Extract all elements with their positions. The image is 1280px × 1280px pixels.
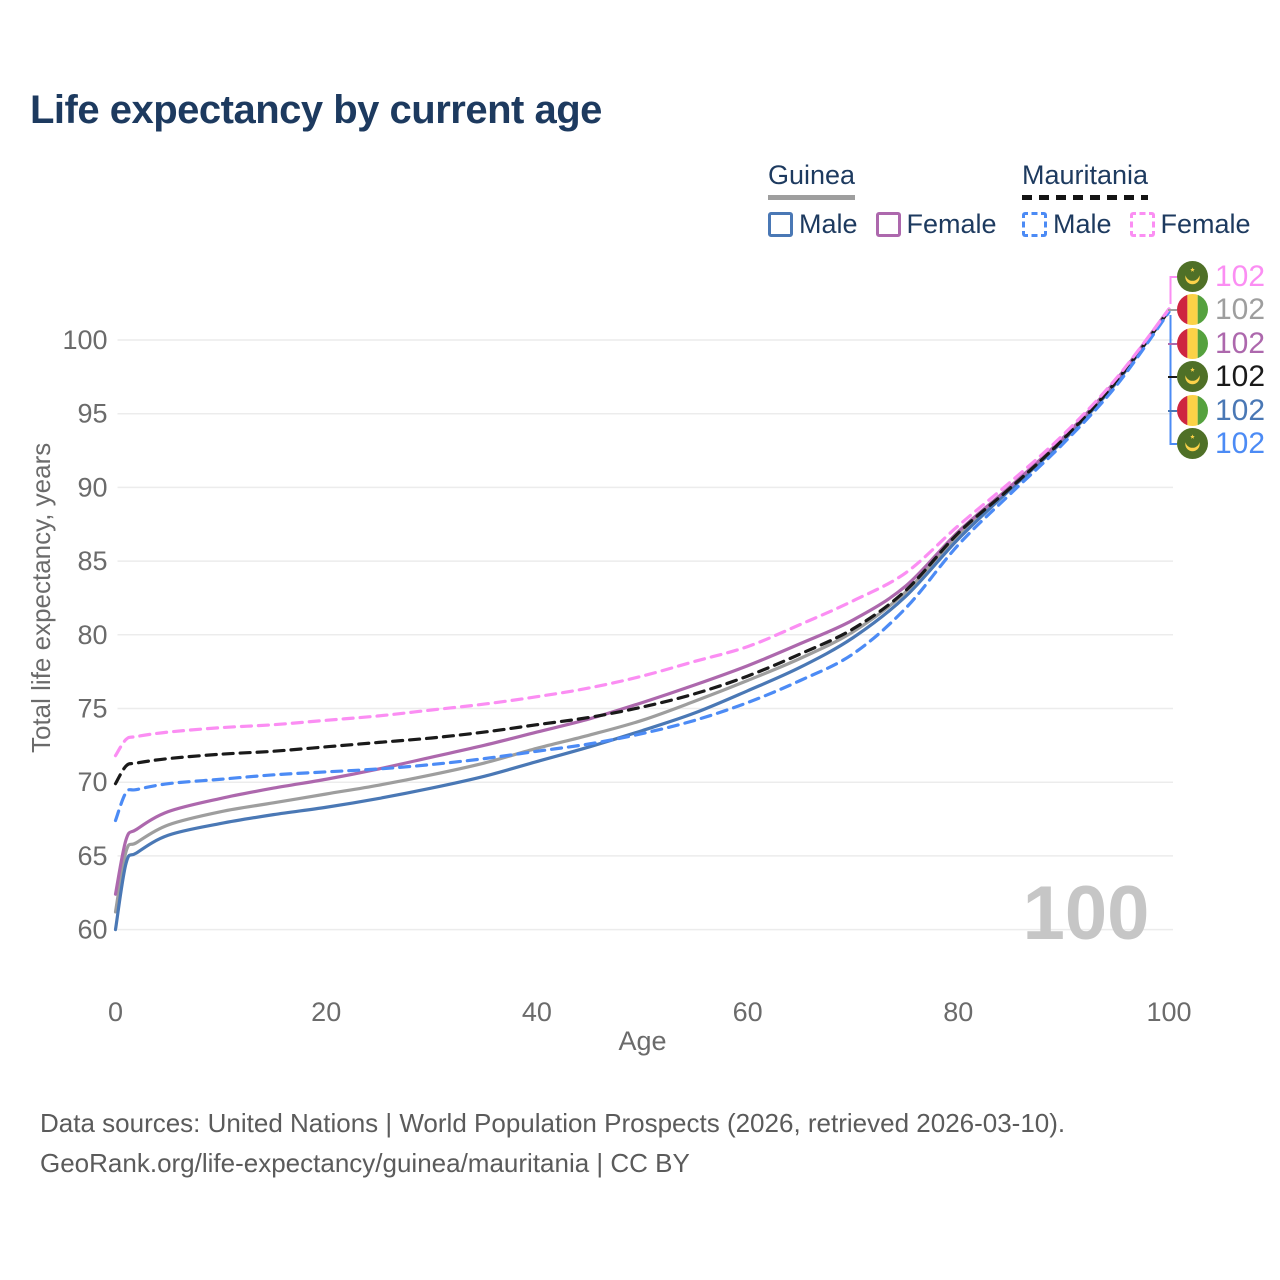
y-tick-label: 95 — [77, 399, 107, 429]
y-tick-label: 75 — [77, 694, 107, 724]
legend-item-label: Male — [799, 209, 858, 239]
guinea-flag-icon — [1177, 395, 1208, 426]
x-tick-label: 60 — [733, 997, 763, 1027]
x-axis-title: Age — [618, 1026, 667, 1056]
y-tick-label: 70 — [77, 767, 107, 797]
end-label-value: 102 — [1215, 359, 1266, 393]
x-tick-label: 80 — [943, 997, 973, 1027]
age-watermark: 100 — [1022, 871, 1150, 956]
y-tick-label: 60 — [77, 915, 107, 945]
leader-line-mauritania-male — [1169, 315, 1177, 445]
end-label-value: 102 — [1215, 326, 1266, 360]
legend-item-label: Female — [1160, 209, 1251, 239]
chart-line-mauritania-female[interactable] — [113, 307, 1171, 758]
footer-link-line: GeoRank.org/life-expectancy/guinea/mauri… — [40, 1148, 690, 1178]
guinea-flag-icon — [1177, 328, 1208, 359]
legend-item-label: Female — [906, 209, 997, 239]
y-tick-label: 80 — [77, 620, 107, 650]
footer-source-line: Data sources: United Nations | World Pop… — [40, 1108, 1066, 1138]
end-label-mauritania-female: 102 — [1177, 259, 1266, 293]
end-label-guinea-male: 102 — [1177, 393, 1266, 427]
chart-line-mauritania-total[interactable] — [113, 308, 1171, 786]
chart-line-mauritania-male[interactable] — [113, 310, 1171, 823]
legend-item-mauritania-female[interactable]: Female — [1129, 209, 1251, 240]
legend-header-mauritania: Mauritania — [1022, 160, 1149, 200]
end-label-value: 102 — [1215, 292, 1266, 326]
guinea-male-swatch-icon — [768, 212, 793, 237]
y-tick-label: 100 — [62, 325, 107, 355]
mauritania-flag-icon — [1177, 361, 1208, 392]
y-tick-label: 65 — [77, 841, 107, 871]
x-tick-label: 20 — [311, 997, 341, 1027]
end-label-value: 102 — [1215, 259, 1266, 293]
legend-header-guinea-label: Guinea — [768, 160, 856, 190]
leader-line-mauritania-female — [1169, 276, 1177, 304]
chart-line-guinea-female[interactable] — [113, 307, 1171, 896]
mauritania-flag-icon — [1177, 261, 1208, 292]
chart-line-guinea-total[interactable] — [113, 308, 1171, 914]
end-label-mauritania-male: 102 — [1177, 426, 1266, 460]
mauritania-female-swatch-icon — [1129, 212, 1155, 237]
chart-line-guinea-male[interactable] — [113, 308, 1171, 932]
mauritania-male-swatch-icon — [1022, 212, 1047, 237]
x-tick-label: 100 — [1146, 997, 1191, 1027]
legend-item-guinea-male[interactable]: Male — [768, 209, 858, 240]
page-title: Life expectancy by current age — [30, 88, 602, 132]
y-axis-title: Total life expectancy, years — [26, 442, 56, 753]
end-label-value: 102 — [1215, 426, 1266, 460]
guinea-flag-icon — [1177, 294, 1208, 325]
legend-item-guinea-female[interactable]: Female — [875, 209, 997, 240]
y-tick-label: 90 — [77, 472, 107, 502]
end-label-guinea-total: 102 — [1177, 292, 1266, 326]
x-tick-label: 0 — [108, 997, 123, 1027]
legend-group-guinea: Guinea Male Female — [768, 160, 997, 240]
end-label-mauritania-total: 102 — [1177, 359, 1266, 393]
mauritania-dashed-line-icon — [1022, 195, 1149, 200]
legend-item-label: Male — [1053, 209, 1112, 239]
legend-header-mauritania-label: Mauritania — [1022, 160, 1149, 190]
end-label-value: 102 — [1215, 393, 1266, 427]
legend-header-guinea: Guinea — [768, 160, 856, 200]
legend-item-mauritania-male[interactable]: Male — [1022, 209, 1112, 240]
end-label-guinea-female: 102 — [1177, 326, 1266, 360]
guinea-female-swatch-icon — [875, 212, 901, 237]
guinea-solid-line-icon — [768, 195, 856, 200]
x-tick-label: 40 — [522, 997, 552, 1027]
legend-group-mauritania: Mauritania Male Female — [1022, 160, 1251, 240]
y-tick-label: 85 — [77, 546, 107, 576]
mauritania-flag-icon — [1177, 428, 1208, 459]
